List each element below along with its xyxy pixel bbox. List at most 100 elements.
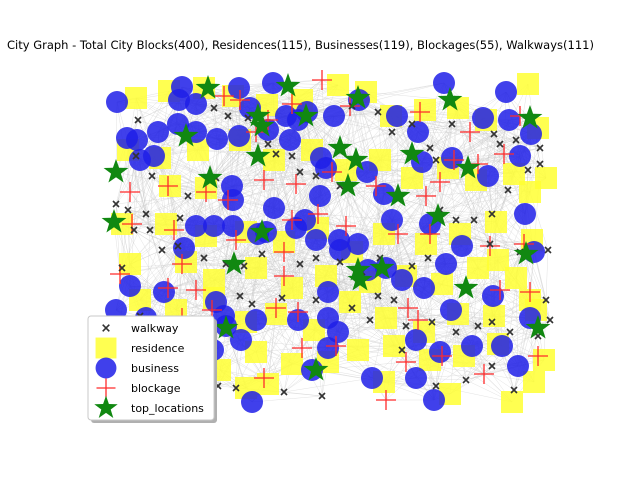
blockage-point: [172, 254, 192, 274]
residence-point: [414, 99, 436, 121]
graph-edge: [149, 229, 179, 247]
graph-edge: [261, 231, 317, 301]
legend-frame: [87, 315, 215, 421]
graph-edge: [207, 87, 277, 155]
graph-edge: [163, 291, 241, 297]
graph-edge: [209, 125, 263, 179]
blockage-point: [396, 352, 416, 372]
top_locations-point: [343, 147, 369, 171]
blockage-point: [164, 220, 184, 240]
walkway-point: [296, 168, 304, 176]
graph-edge: [411, 195, 427, 267]
business-point: [373, 183, 395, 205]
residence-point: [315, 265, 337, 287]
walkway-point: [536, 144, 544, 152]
business-point: [391, 269, 413, 291]
graph-edge: [121, 191, 207, 225]
graph-edge: [129, 175, 153, 193]
walkway-point: [278, 294, 286, 302]
graph-edge: [233, 263, 283, 299]
business-point: [520, 123, 542, 145]
business-point: [323, 105, 345, 127]
business-point: [498, 109, 520, 131]
graph-edge: [223, 251, 285, 317]
legend-label-blockage: blockage: [131, 382, 181, 395]
blockage-point: [490, 280, 510, 300]
walkway-point: [546, 316, 554, 324]
business-point: [451, 235, 473, 257]
walkway-point: [428, 318, 436, 326]
graph-edge: [251, 263, 301, 305]
business-point: [309, 185, 331, 207]
walkway-point: [280, 388, 288, 396]
graph-edge: [429, 82, 445, 149]
graph-edge: [473, 219, 521, 253]
top_locations-point: [335, 173, 361, 197]
graph-edge: [393, 299, 433, 323]
walkway-point: [452, 328, 460, 336]
graph-edge: [425, 189, 509, 197]
graph-edge: [351, 105, 368, 173]
graph-edge: [437, 215, 467, 289]
business-point: [327, 321, 349, 343]
blockage-point: [230, 90, 250, 110]
top_locations-point: [327, 135, 353, 159]
blockage-point: [376, 390, 396, 410]
graph-edge: [439, 191, 531, 211]
business-point: [440, 299, 462, 321]
business-point: [206, 128, 228, 150]
walkway-point: [426, 144, 434, 152]
blockage-point: [110, 264, 130, 284]
residence-point: [431, 273, 453, 295]
legend-marker-top_locations: [94, 395, 118, 418]
walkway-point: [264, 140, 272, 148]
walkway-point: [244, 114, 252, 122]
residence-point: [485, 211, 507, 233]
blockage-point: [408, 310, 428, 330]
blockage-point: [158, 176, 178, 196]
residence-point: [257, 373, 279, 395]
graph-edge: [499, 289, 539, 357]
legend-label-business: business: [131, 362, 179, 375]
business-point: [228, 125, 250, 147]
graph-edge: [439, 209, 493, 215]
business-point: [441, 147, 463, 169]
walkway-point: [524, 166, 532, 174]
residence-point: [347, 339, 369, 361]
business-point: [106, 91, 128, 113]
top_locations-point: [173, 123, 199, 147]
graph-edge: [261, 155, 293, 233]
graph-edge: [231, 157, 322, 187]
top_locations-point: [425, 203, 451, 227]
walkway-point: [200, 254, 208, 262]
business-point: [173, 237, 195, 259]
business-point: [228, 77, 250, 99]
graph-edge: [421, 99, 451, 163]
business-point: [305, 229, 327, 251]
top_locations-point: [385, 183, 411, 207]
business-point: [147, 121, 169, 143]
business-point: [262, 72, 284, 94]
blockage-point: [410, 102, 430, 122]
graph-edge: [115, 171, 181, 219]
blockage-point: [322, 162, 342, 182]
top_locations-point: [513, 241, 539, 265]
graph-edge: [239, 295, 265, 379]
graph-edge: [393, 299, 419, 321]
graph-edge: [450, 253, 527, 311]
walkway-point: [158, 246, 166, 254]
top_locations-point: [275, 73, 301, 97]
graph-edge: [115, 195, 189, 205]
graph-edge: [233, 263, 277, 309]
business-point: [285, 217, 307, 239]
blockage-point: [282, 94, 302, 114]
graph-edge: [203, 257, 253, 305]
walkway-point: [176, 214, 184, 222]
graph-edge: [469, 131, 541, 149]
blockage-point: [292, 338, 312, 358]
walkway-point: [348, 304, 356, 312]
blockage-point: [336, 216, 356, 236]
residence-point: [327, 74, 349, 96]
business-point: [245, 309, 267, 331]
blockage-point: [286, 174, 306, 194]
